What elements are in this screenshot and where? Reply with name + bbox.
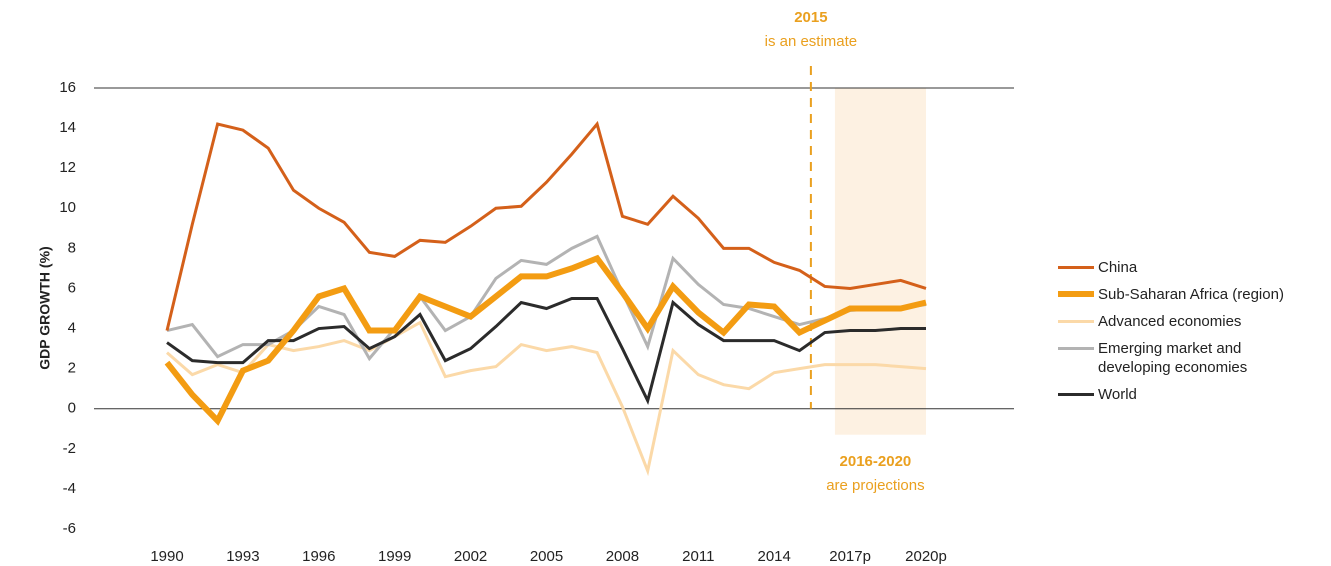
y-axis-label: GDP GROWTH (%) <box>37 246 53 369</box>
legend-item: Advanced economies <box>1058 312 1298 331</box>
y-tick-label: 12 <box>59 159 76 176</box>
x-tick-label: 1999 <box>378 548 411 565</box>
y-tick-label: -6 <box>63 520 76 537</box>
legend-swatch <box>1058 392 1094 396</box>
x-tick-label: 2017p <box>829 548 871 565</box>
x-tick-label: 1990 <box>150 548 183 565</box>
legend-label: Sub-Saharan Africa (region) <box>1098 286 1284 303</box>
projection-band <box>834 88 926 435</box>
legend: China Sub-Saharan Africa (region) Advanced… <box>1058 258 1288 412</box>
line <box>166 296 926 406</box>
legend-swatch <box>1058 265 1094 269</box>
annotation-title: 2015 <box>794 9 827 26</box>
legend-swatch <box>1058 346 1094 350</box>
x-tick-label: 1993 <box>226 548 259 565</box>
x-tick-label: 1996 <box>302 548 335 565</box>
legend-item: World <box>1058 385 1298 404</box>
y-tick-label: -2 <box>63 440 76 457</box>
y-tick-label: 16 <box>59 79 76 96</box>
y-tick-label: 6 <box>68 279 76 296</box>
y-tick-label: 4 <box>68 320 76 337</box>
y-tick-label: 8 <box>68 239 76 256</box>
x-tick-label: 2005 <box>530 548 563 565</box>
annotation-title: 2016-2020 <box>840 453 912 470</box>
legend-swatch <box>1058 291 1094 297</box>
legend-item: Emerging market and developing economies <box>1058 339 1298 377</box>
y-tick-label: 10 <box>59 199 76 216</box>
legend-item: China <box>1058 258 1298 277</box>
x-tick-label: 2002 <box>454 548 487 565</box>
x-tick-label: 2020p <box>905 548 947 565</box>
legend-label: China <box>1098 259 1138 276</box>
y-tick-label: 0 <box>68 400 76 417</box>
legend-label: Advanced economies <box>1098 313 1242 330</box>
line <box>166 320 927 477</box>
x-tick-label: 2011 <box>682 548 714 565</box>
y-tick-label: -4 <box>63 480 76 497</box>
x-tick-label: 2014 <box>758 548 791 565</box>
annotation-text: are projections <box>826 477 924 494</box>
legend-label: Emerging market and developing economies <box>1098 340 1248 376</box>
annotation-text: is an estimate <box>765 33 858 50</box>
legend-item: Sub-Saharan Africa (region) <box>1058 285 1298 304</box>
legend-label: World <box>1098 386 1137 403</box>
y-tick-label: 2 <box>68 360 76 377</box>
x-tick-label: 2008 <box>606 548 639 565</box>
line <box>165 120 927 331</box>
legend-swatch <box>1058 319 1094 323</box>
y-tick-label: 14 <box>59 119 76 136</box>
line <box>164 254 927 426</box>
